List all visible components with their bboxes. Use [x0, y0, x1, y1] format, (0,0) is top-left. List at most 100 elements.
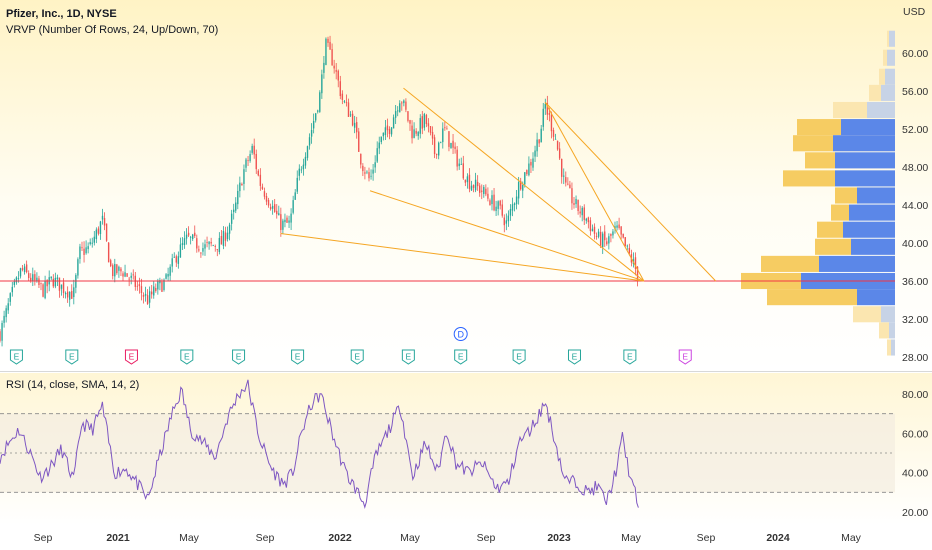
candle-body — [397, 110, 399, 112]
time-tick-label: Sep — [477, 532, 496, 544]
candle-body — [403, 100, 405, 104]
earnings-marker[interactable]: E — [350, 349, 364, 365]
candle-body — [620, 226, 622, 235]
candle-body — [485, 188, 487, 195]
candle-body — [91, 242, 93, 244]
earnings-marker[interactable]: E — [291, 349, 305, 365]
vp-row-up — [857, 289, 895, 306]
indicator-title[interactable]: VRVP (Number Of Rows, 24, Up/Down, 70) — [6, 24, 218, 36]
earnings-marker[interactable]: E — [232, 349, 246, 365]
dividend-marker[interactable]: D — [453, 327, 468, 341]
candle-body — [87, 246, 89, 250]
time-tick-label: Sep — [256, 532, 275, 544]
vp-row-up — [891, 339, 895, 356]
candle-body — [110, 260, 112, 267]
earnings-marker[interactable]: E — [124, 349, 138, 365]
candle-body — [517, 182, 520, 199]
symbol-title[interactable]: Pfizer, Inc., 1D, NYSE — [6, 8, 117, 20]
candle-body — [308, 137, 311, 146]
trendline[interactable] — [544, 102, 717, 282]
candle-body — [476, 181, 479, 187]
earnings-marker[interactable]: E — [401, 349, 415, 365]
earnings-letter: E — [682, 352, 688, 362]
trendline[interactable] — [403, 87, 645, 282]
candle-body — [364, 172, 366, 174]
earnings-marker[interactable]: E — [512, 349, 526, 365]
candle-body — [212, 245, 214, 247]
earnings-letter: E — [572, 352, 578, 362]
candle-body — [187, 232, 190, 236]
candle-body — [567, 183, 569, 185]
candle-body — [28, 273, 30, 278]
candle-body — [222, 230, 225, 246]
earnings-marker[interactable]: E — [9, 349, 23, 365]
trendlines[interactable] — [0, 87, 895, 282]
candle-body — [306, 146, 309, 158]
rsi-title[interactable]: RSI (14, close, SMA, 14, 2) — [6, 379, 139, 391]
candle-body — [540, 128, 542, 143]
trendline[interactable] — [280, 233, 644, 282]
event-markers[interactable]: E E E E E E E E E E E E E D — [9, 327, 692, 365]
candle-body — [450, 142, 452, 149]
candle-body — [116, 264, 118, 274]
candle-body — [290, 213, 292, 223]
trendline[interactable] — [544, 102, 645, 282]
dividend-circle — [453, 327, 468, 341]
candle-body — [483, 186, 485, 194]
candle-body — [511, 204, 514, 211]
candle-body — [382, 132, 385, 137]
candle-body — [419, 118, 421, 134]
candle-body — [89, 242, 91, 245]
trendline[interactable] — [369, 190, 645, 282]
currency-label[interactable]: USD — [903, 6, 926, 18]
candle-body — [128, 278, 130, 280]
rsi-panel — [0, 379, 895, 509]
earnings-marker[interactable]: E — [623, 349, 637, 365]
candle-body — [40, 283, 42, 285]
price-tick-label: 56.00 — [902, 86, 928, 98]
earnings-badge — [350, 349, 364, 365]
vp-row-down — [815, 238, 851, 255]
candle-body — [97, 228, 100, 234]
candle-body — [265, 196, 268, 202]
candle-body — [224, 232, 227, 241]
earnings-marker[interactable]: E — [454, 349, 468, 365]
candle-body — [280, 214, 282, 231]
candle-body — [310, 129, 313, 137]
earnings-letter: E — [14, 352, 20, 362]
candle-body — [77, 259, 79, 276]
earnings-marker[interactable]: E — [65, 349, 79, 365]
candle-body — [425, 115, 428, 124]
candle-body — [550, 114, 553, 132]
candle-body — [218, 237, 221, 252]
candle-body — [173, 256, 175, 258]
earnings-marker[interactable]: E — [567, 349, 581, 365]
earnings-marker[interactable]: E — [180, 349, 194, 365]
candle-body — [427, 123, 430, 127]
earnings-badge — [124, 349, 138, 365]
earnings-badge — [567, 349, 581, 365]
earnings-marker[interactable]: E — [678, 349, 692, 365]
time-tick-label: 2024 — [766, 532, 790, 544]
candle-body — [304, 156, 307, 166]
candle-body — [38, 278, 40, 286]
candle-body — [319, 92, 321, 112]
candle-body — [69, 291, 71, 300]
candle-body — [165, 274, 167, 279]
candle-body — [214, 245, 216, 247]
candle-body — [530, 161, 532, 166]
candle-body — [140, 286, 143, 294]
candle-body — [300, 169, 303, 171]
candle-body — [583, 207, 585, 220]
candle-body — [446, 128, 448, 130]
earnings-letter: E — [516, 352, 522, 362]
vp-row-up — [867, 101, 895, 119]
candle-body — [515, 196, 518, 205]
price-tick-label: 36.00 — [902, 276, 928, 288]
candle-body — [563, 175, 565, 177]
candle-body — [520, 180, 522, 190]
candle-body — [394, 111, 397, 118]
candle-body — [604, 231, 606, 241]
vp-row-up — [833, 135, 895, 152]
